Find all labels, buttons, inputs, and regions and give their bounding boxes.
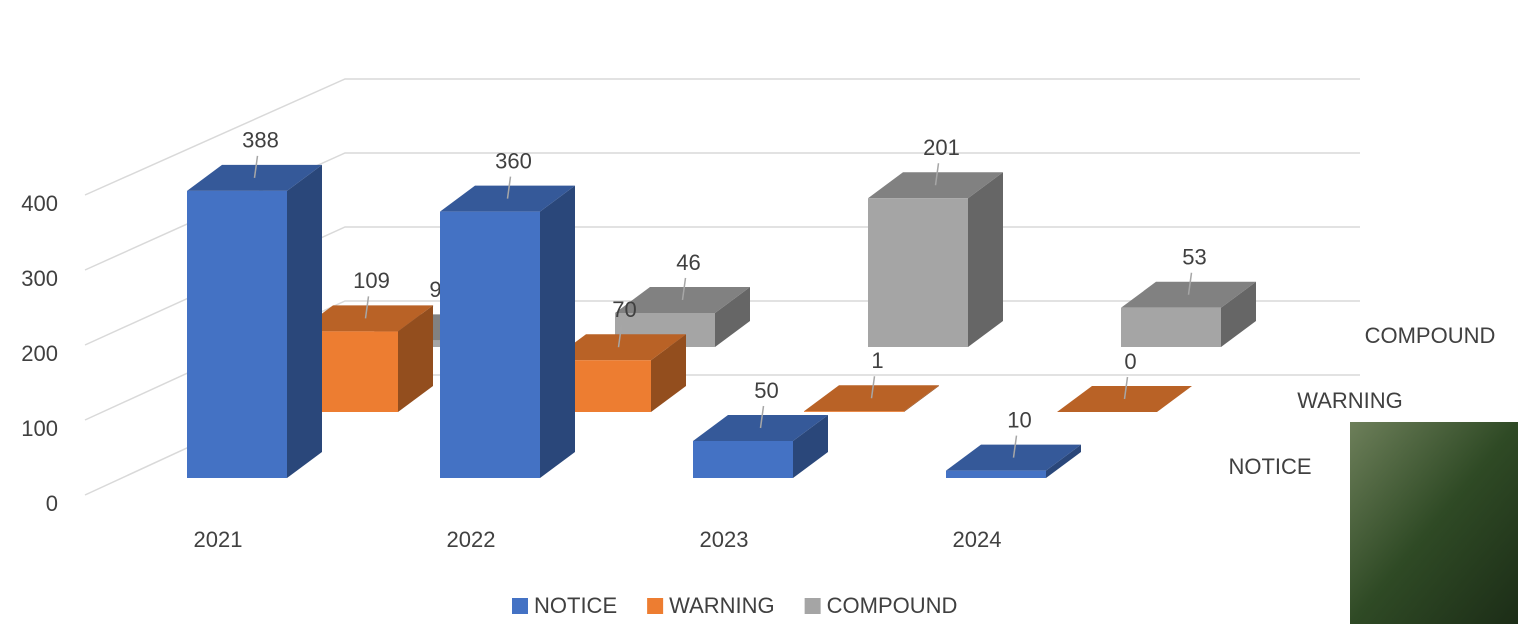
x-tick-label: 2022 [447,527,496,552]
bar [804,385,939,412]
bar-face [968,172,1003,347]
value-label: 53 [1182,245,1206,270]
value-label: 50 [754,378,778,403]
value-label: 1 [871,348,883,373]
bar-face [693,441,793,478]
legend-swatch [805,598,821,614]
bar-face [440,212,540,478]
y-tick-label: 0 [46,491,58,516]
x-tick-label: 2021 [194,527,243,552]
bar-face [1121,308,1221,347]
bar-face [868,198,968,347]
photo [1350,422,1518,624]
bar [187,165,322,478]
bar-face [540,186,575,478]
bar [440,186,575,478]
bar-face [187,191,287,478]
y-tick-label: 200 [21,341,58,366]
x-tick-label: 2024 [953,527,1002,552]
depth-label: COMPOUND [1365,323,1496,348]
legend-label: NOTICE [534,593,617,618]
value-label: 201 [923,135,960,160]
value-label: 46 [676,250,700,275]
value-label: 10 [1007,407,1031,432]
y-tick-label: 100 [21,416,58,441]
y-tick-label: 300 [21,266,58,291]
bar [868,172,1003,347]
legend-swatch [512,598,528,614]
legend-label: WARNING [669,593,775,618]
bar-face [287,165,322,478]
y-tick-label: 400 [21,191,58,216]
value-label: 388 [242,128,279,153]
legend-label: COMPOUND [827,593,958,618]
value-label: 0 [1124,349,1136,374]
bar [946,445,1081,478]
bar-face [946,471,1046,478]
legend-swatch [647,598,663,614]
value-label: 109 [353,268,390,293]
depth-label: WARNING [1297,388,1403,413]
bar-face [804,411,904,412]
x-tick-label: 2023 [700,527,749,552]
value-label: 70 [612,297,636,322]
value-label: 360 [495,148,532,173]
depth-label: NOTICE [1228,454,1311,479]
chart: 010020030040094620153COMPOUND1097010WARN… [0,0,1518,624]
value-label: 9 [429,277,441,302]
